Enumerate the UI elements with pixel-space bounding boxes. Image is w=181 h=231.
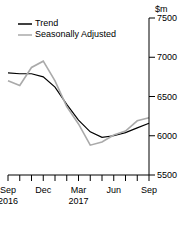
html-text:Trend: Trend xyxy=(35,18,59,28)
svg-text:6500: 6500 xyxy=(157,92,173,102)
html-text:$m: $m xyxy=(155,4,168,14)
svg-text:Dec: Dec xyxy=(35,185,52,195)
svg-text:Jun: Jun xyxy=(106,185,121,195)
svg-text:Mar2017: Mar2017 xyxy=(68,185,88,206)
html-text:Seasonally Adjusted: Seasonally Adjusted xyxy=(35,29,117,39)
svg-text:7500: 7500 xyxy=(157,13,173,23)
svg-text:7000: 7000 xyxy=(157,52,173,62)
svg-text:5500: 5500 xyxy=(157,170,173,180)
svg-text:Sep2016: Sep2016 xyxy=(8,185,18,206)
svg-text:6000: 6000 xyxy=(157,131,173,141)
svg-text:Sep: Sep xyxy=(141,185,157,195)
